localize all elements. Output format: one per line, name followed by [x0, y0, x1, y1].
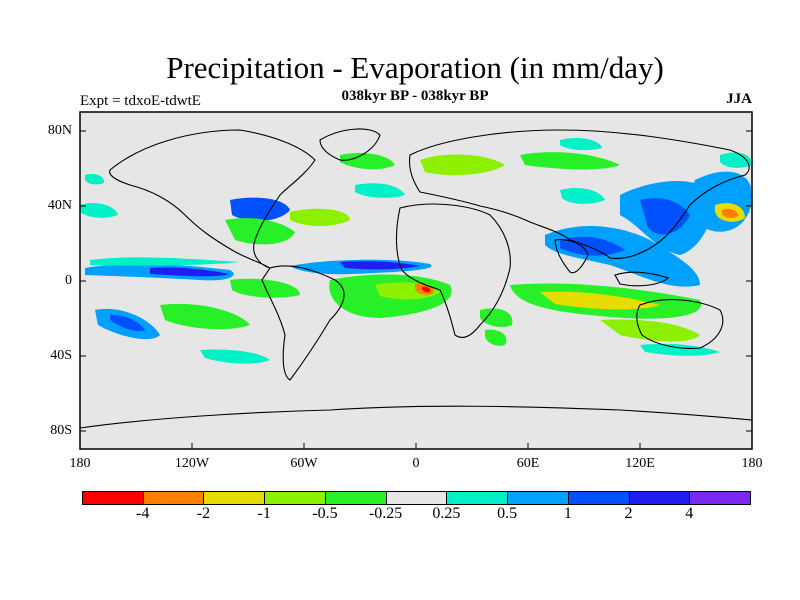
- colorbar-swatch: [628, 491, 691, 505]
- colorbar-swatch: [507, 491, 569, 505]
- green-region: [230, 278, 300, 298]
- colorbar-swatch: [446, 491, 509, 505]
- blue-region: [560, 137, 602, 151]
- red-region: [722, 208, 738, 219]
- coast-antarctica: [80, 405, 752, 429]
- coast-africa: [395, 203, 511, 339]
- lat-label: 80N: [47, 123, 72, 138]
- lat-label: 40S: [50, 348, 72, 363]
- coast-eurasia: [408, 129, 750, 259]
- coast-north-america: [109, 129, 316, 269]
- blue-region: [110, 314, 145, 332]
- colorbar-label: 0.25: [432, 505, 461, 522]
- lon-label: 180: [69, 456, 91, 471]
- colorbar-swatch: [385, 491, 448, 505]
- colorbar-label: 0.5: [497, 505, 518, 522]
- green-region: [340, 153, 395, 170]
- lon-label: 60E: [516, 456, 540, 471]
- blue-region: [720, 152, 752, 168]
- green-region: [420, 154, 505, 176]
- colorbar-label: -1: [257, 505, 271, 522]
- colorbar-swatch: [689, 491, 751, 505]
- lat-label: 40N: [47, 198, 72, 213]
- colorbar-label: 4: [685, 505, 694, 522]
- colorbar-swatch: [324, 491, 387, 505]
- colorbar-label: 1: [563, 505, 572, 522]
- blue-region: [640, 198, 690, 235]
- blue-region: [560, 236, 625, 256]
- coast-south-america: [261, 265, 345, 381]
- green-region: [160, 303, 250, 330]
- lat-label: 80S: [50, 423, 72, 438]
- chart-subtitle: 038kyr BP - 038kyr BP: [341, 88, 489, 104]
- green-region: [600, 319, 700, 342]
- colorbar-label: 2: [624, 505, 633, 522]
- colorbar-swatch: [142, 491, 205, 505]
- coast-australia: [636, 299, 724, 349]
- lon-label: 120E: [625, 456, 655, 471]
- green-region: [290, 208, 350, 226]
- blue-region: [200, 349, 270, 364]
- colorbar-swatch: [203, 491, 266, 505]
- colorbar-swatch: [264, 491, 326, 505]
- blue-region: [355, 183, 405, 198]
- lon-label: 120W: [174, 456, 210, 471]
- colorbar-swatch: [567, 491, 630, 505]
- blue-region: [90, 257, 240, 266]
- green-region: [225, 218, 295, 245]
- colorbar-label: -0.5: [312, 505, 338, 522]
- colorbar-label: -4: [136, 505, 150, 522]
- green-region: [520, 152, 620, 170]
- blue-region: [85, 173, 105, 185]
- yellow-region: [540, 291, 660, 310]
- colorbar-label: -2: [196, 505, 211, 522]
- chart-title: Precipitation - Evaporation (in mm/day): [166, 50, 664, 85]
- axis-ticks: [79, 130, 753, 449]
- lat-label: 0: [65, 273, 72, 288]
- blue-region: [560, 188, 605, 204]
- coast-india: [554, 239, 589, 274]
- contour-fields: [80, 137, 752, 364]
- blue-region: [80, 203, 118, 218]
- lon-label: 180: [741, 456, 763, 471]
- coast-indonesia: [614, 271, 670, 287]
- experiment-label: Expt = tdxoE-tdwtE: [80, 93, 201, 109]
- coast-greenland: [319, 128, 381, 161]
- season-label: JJA: [726, 91, 752, 107]
- coastlines: [80, 128, 752, 429]
- colorbar-label: -0.25: [368, 505, 403, 522]
- red-region: [422, 286, 431, 293]
- colorbar-swatch: [82, 491, 144, 505]
- green-region: [480, 308, 513, 328]
- blue-region: [640, 343, 720, 356]
- green-region: [485, 329, 507, 346]
- lon-label: 0: [412, 456, 420, 471]
- lon-label: 60W: [290, 456, 318, 471]
- blue-region: [150, 267, 230, 277]
